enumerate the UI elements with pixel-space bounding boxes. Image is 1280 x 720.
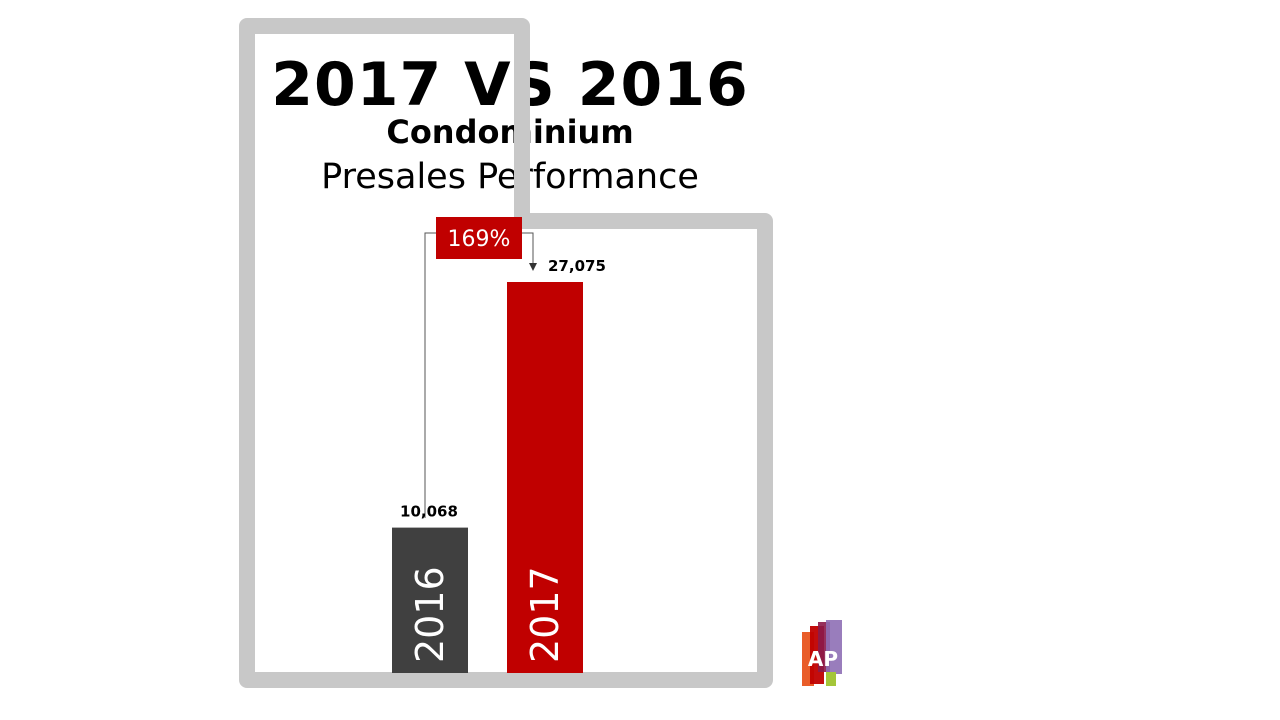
logo-block	[826, 672, 836, 686]
ap-logo: AP	[802, 620, 842, 686]
growth-badge-label: 169%	[448, 227, 511, 252]
value-label-2016: 10,068	[400, 503, 458, 521]
bar-2017	[507, 282, 583, 673]
category-label-2016: 2016	[408, 566, 452, 663]
chart-title: 2017 VS 2016	[271, 50, 749, 120]
category-label-2017: 2017	[523, 566, 567, 663]
logo-text: AP	[808, 647, 838, 671]
growth-connector-arrow	[529, 263, 537, 271]
frame-outline	[239, 18, 773, 688]
growth-badge	[436, 217, 522, 259]
bars-group: 2016 10,068 2017 27,075	[392, 257, 606, 673]
chart-subtitle-2: Presales Performance	[321, 157, 699, 197]
bar-2016	[392, 527, 468, 673]
value-label-2017: 27,075	[548, 257, 606, 275]
logo-block	[826, 620, 842, 674]
chart-subtitle: Condominium	[386, 113, 634, 151]
